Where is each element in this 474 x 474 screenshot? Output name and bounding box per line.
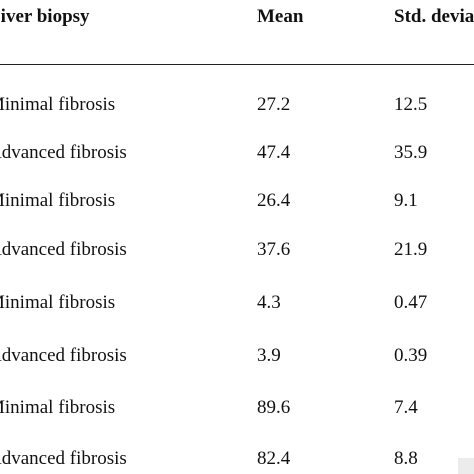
row-label: Advanced fibrosis: [0, 239, 127, 260]
table-row: Advanced fibrosis 37.6 21.9: [0, 239, 474, 261]
table-row: Minimal fibrosis 89.6 7.4: [0, 397, 474, 419]
header-divider: [0, 64, 474, 65]
row-mean: 3.9: [257, 345, 281, 366]
row-label: Advanced fibrosis: [0, 345, 127, 366]
row-mean: 27.2: [257, 94, 291, 115]
row-std-deviation: 0.39: [394, 345, 428, 366]
table-row: Advanced fibrosis 3.9 0.39: [0, 345, 474, 367]
row-label: Advanced fibrosis: [0, 448, 127, 469]
header-std-deviation: Std. deviation: [394, 6, 474, 27]
table-row: Minimal fibrosis 26.4 9.1: [0, 190, 474, 212]
row-mean: 26.4: [257, 190, 291, 211]
row-mean: 47.4: [257, 142, 291, 163]
row-label: Minimal fibrosis: [0, 190, 116, 211]
row-std-deviation: 12.5: [394, 94, 428, 115]
corner-overlay: [458, 458, 474, 474]
table-row: Advanced fibrosis 82.4 8.8: [0, 448, 474, 470]
row-std-deviation: 0.47: [394, 292, 428, 313]
row-std-deviation: 21.9: [394, 239, 428, 260]
header-liver-biopsy: Liver biopsy: [0, 6, 90, 27]
table-row: Minimal fibrosis 27.2 12.5: [0, 94, 474, 116]
row-std-deviation: 9.1: [394, 190, 418, 211]
table-row: Advanced fibrosis 47.4 35.9: [0, 142, 474, 164]
row-label: Minimal fibrosis: [0, 94, 116, 115]
row-label: Minimal fibrosis: [0, 292, 116, 313]
header-mean: Mean: [257, 6, 304, 27]
row-std-deviation: 7.4: [394, 397, 418, 418]
row-mean: 4.3: [257, 292, 281, 313]
row-mean: 89.6: [257, 397, 291, 418]
row-label: Advanced fibrosis: [0, 142, 127, 163]
row-mean: 82.4: [257, 448, 291, 469]
row-std-deviation: 35.9: [394, 142, 428, 163]
row-label: Minimal fibrosis: [0, 397, 116, 418]
row-mean: 37.6: [257, 239, 291, 260]
table-row: Minimal fibrosis 4.3 0.47: [0, 292, 474, 314]
row-std-deviation: 8.8: [394, 448, 418, 469]
